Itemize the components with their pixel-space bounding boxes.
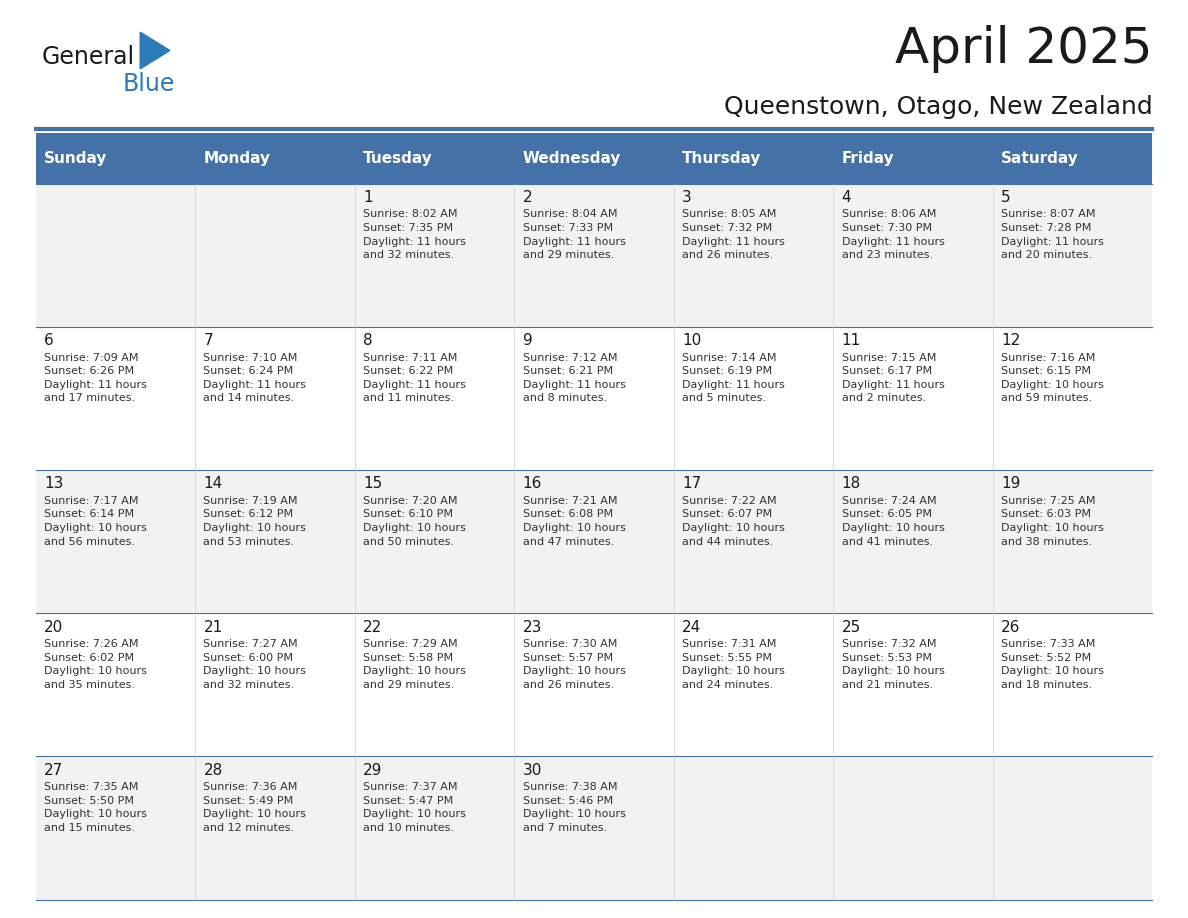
Text: Sunrise: 7:37 AM
Sunset: 5:47 PM
Daylight: 10 hours
and 10 minutes.: Sunrise: 7:37 AM Sunset: 5:47 PM Dayligh… bbox=[364, 782, 466, 833]
Text: 16: 16 bbox=[523, 476, 542, 491]
Text: Sunrise: 7:26 AM
Sunset: 6:02 PM
Daylight: 10 hours
and 35 minutes.: Sunrise: 7:26 AM Sunset: 6:02 PM Dayligh… bbox=[44, 639, 147, 689]
Text: Sunrise: 7:15 AM
Sunset: 6:17 PM
Daylight: 11 hours
and 2 minutes.: Sunrise: 7:15 AM Sunset: 6:17 PM Dayligh… bbox=[841, 353, 944, 403]
Text: April 2025: April 2025 bbox=[895, 26, 1152, 73]
Text: Thursday: Thursday bbox=[682, 151, 762, 166]
Text: Sunrise: 7:38 AM
Sunset: 5:46 PM
Daylight: 10 hours
and 7 minutes.: Sunrise: 7:38 AM Sunset: 5:46 PM Dayligh… bbox=[523, 782, 625, 833]
Text: Sunrise: 7:21 AM
Sunset: 6:08 PM
Daylight: 10 hours
and 47 minutes.: Sunrise: 7:21 AM Sunset: 6:08 PM Dayligh… bbox=[523, 496, 625, 546]
Text: 13: 13 bbox=[44, 476, 63, 491]
Text: Sunrise: 7:10 AM
Sunset: 6:24 PM
Daylight: 11 hours
and 14 minutes.: Sunrise: 7:10 AM Sunset: 6:24 PM Dayligh… bbox=[203, 353, 307, 403]
Text: 10: 10 bbox=[682, 333, 701, 348]
Text: 11: 11 bbox=[841, 333, 861, 348]
Text: 3: 3 bbox=[682, 190, 691, 205]
Text: Sunrise: 7:14 AM
Sunset: 6:19 PM
Daylight: 11 hours
and 5 minutes.: Sunrise: 7:14 AM Sunset: 6:19 PM Dayligh… bbox=[682, 353, 785, 403]
Text: 19: 19 bbox=[1001, 476, 1020, 491]
Text: 7: 7 bbox=[203, 333, 213, 348]
Text: General: General bbox=[42, 45, 134, 69]
Text: Tuesday: Tuesday bbox=[364, 151, 432, 166]
Text: Sunrise: 8:02 AM
Sunset: 7:35 PM
Daylight: 11 hours
and 32 minutes.: Sunrise: 8:02 AM Sunset: 7:35 PM Dayligh… bbox=[364, 209, 466, 260]
Text: Sunrise: 7:17 AM
Sunset: 6:14 PM
Daylight: 10 hours
and 56 minutes.: Sunrise: 7:17 AM Sunset: 6:14 PM Dayligh… bbox=[44, 496, 147, 546]
Text: Sunrise: 7:31 AM
Sunset: 5:55 PM
Daylight: 10 hours
and 24 minutes.: Sunrise: 7:31 AM Sunset: 5:55 PM Dayligh… bbox=[682, 639, 785, 689]
Text: Sunrise: 7:36 AM
Sunset: 5:49 PM
Daylight: 10 hours
and 12 minutes.: Sunrise: 7:36 AM Sunset: 5:49 PM Dayligh… bbox=[203, 782, 307, 833]
Bar bbox=[36, 133, 1152, 184]
Text: 4: 4 bbox=[841, 190, 852, 205]
Text: Sunrise: 7:16 AM
Sunset: 6:15 PM
Daylight: 10 hours
and 59 minutes.: Sunrise: 7:16 AM Sunset: 6:15 PM Dayligh… bbox=[1001, 353, 1104, 403]
Text: Sunday: Sunday bbox=[44, 151, 107, 166]
Text: Sunrise: 7:35 AM
Sunset: 5:50 PM
Daylight: 10 hours
and 15 minutes.: Sunrise: 7:35 AM Sunset: 5:50 PM Dayligh… bbox=[44, 782, 147, 833]
Bar bbox=[36, 756, 1152, 900]
Text: Sunrise: 7:11 AM
Sunset: 6:22 PM
Daylight: 11 hours
and 11 minutes.: Sunrise: 7:11 AM Sunset: 6:22 PM Dayligh… bbox=[364, 353, 466, 403]
Bar bbox=[36, 327, 1152, 470]
Text: Sunrise: 7:09 AM
Sunset: 6:26 PM
Daylight: 11 hours
and 17 minutes.: Sunrise: 7:09 AM Sunset: 6:26 PM Dayligh… bbox=[44, 353, 147, 403]
Text: 24: 24 bbox=[682, 620, 701, 634]
Text: 25: 25 bbox=[841, 620, 861, 634]
Text: 20: 20 bbox=[44, 620, 63, 634]
Text: 8: 8 bbox=[364, 333, 373, 348]
Bar bbox=[36, 470, 1152, 613]
Bar bbox=[36, 184, 1152, 327]
Text: 29: 29 bbox=[364, 763, 383, 778]
Text: 14: 14 bbox=[203, 476, 222, 491]
Text: Sunrise: 7:20 AM
Sunset: 6:10 PM
Daylight: 10 hours
and 50 minutes.: Sunrise: 7:20 AM Sunset: 6:10 PM Dayligh… bbox=[364, 496, 466, 546]
Text: Monday: Monday bbox=[203, 151, 271, 166]
Bar bbox=[36, 613, 1152, 756]
Text: 5: 5 bbox=[1001, 190, 1011, 205]
Text: 18: 18 bbox=[841, 476, 861, 491]
Text: 15: 15 bbox=[364, 476, 383, 491]
Text: Wednesday: Wednesday bbox=[523, 151, 621, 166]
Text: 12: 12 bbox=[1001, 333, 1020, 348]
Text: Saturday: Saturday bbox=[1001, 151, 1079, 166]
Text: Blue: Blue bbox=[122, 73, 175, 96]
Text: Queenstown, Otago, New Zealand: Queenstown, Otago, New Zealand bbox=[723, 95, 1152, 119]
Text: 30: 30 bbox=[523, 763, 542, 778]
Text: Sunrise: 7:12 AM
Sunset: 6:21 PM
Daylight: 11 hours
and 8 minutes.: Sunrise: 7:12 AM Sunset: 6:21 PM Dayligh… bbox=[523, 353, 625, 403]
Text: Sunrise: 8:07 AM
Sunset: 7:28 PM
Daylight: 11 hours
and 20 minutes.: Sunrise: 8:07 AM Sunset: 7:28 PM Dayligh… bbox=[1001, 209, 1104, 260]
Text: Sunrise: 7:33 AM
Sunset: 5:52 PM
Daylight: 10 hours
and 18 minutes.: Sunrise: 7:33 AM Sunset: 5:52 PM Dayligh… bbox=[1001, 639, 1104, 689]
Text: Sunrise: 7:19 AM
Sunset: 6:12 PM
Daylight: 10 hours
and 53 minutes.: Sunrise: 7:19 AM Sunset: 6:12 PM Dayligh… bbox=[203, 496, 307, 546]
Text: 21: 21 bbox=[203, 620, 222, 634]
Text: 27: 27 bbox=[44, 763, 63, 778]
Text: Sunrise: 8:05 AM
Sunset: 7:32 PM
Daylight: 11 hours
and 26 minutes.: Sunrise: 8:05 AM Sunset: 7:32 PM Dayligh… bbox=[682, 209, 785, 260]
Polygon shape bbox=[140, 32, 170, 69]
Text: 6: 6 bbox=[44, 333, 53, 348]
Text: 9: 9 bbox=[523, 333, 532, 348]
Text: Sunrise: 7:22 AM
Sunset: 6:07 PM
Daylight: 10 hours
and 44 minutes.: Sunrise: 7:22 AM Sunset: 6:07 PM Dayligh… bbox=[682, 496, 785, 546]
Text: 2: 2 bbox=[523, 190, 532, 205]
Text: Sunrise: 8:06 AM
Sunset: 7:30 PM
Daylight: 11 hours
and 23 minutes.: Sunrise: 8:06 AM Sunset: 7:30 PM Dayligh… bbox=[841, 209, 944, 260]
Text: Sunrise: 7:29 AM
Sunset: 5:58 PM
Daylight: 10 hours
and 29 minutes.: Sunrise: 7:29 AM Sunset: 5:58 PM Dayligh… bbox=[364, 639, 466, 689]
Text: Sunrise: 7:32 AM
Sunset: 5:53 PM
Daylight: 10 hours
and 21 minutes.: Sunrise: 7:32 AM Sunset: 5:53 PM Dayligh… bbox=[841, 639, 944, 689]
Text: 23: 23 bbox=[523, 620, 542, 634]
Text: Sunrise: 7:25 AM
Sunset: 6:03 PM
Daylight: 10 hours
and 38 minutes.: Sunrise: 7:25 AM Sunset: 6:03 PM Dayligh… bbox=[1001, 496, 1104, 546]
Text: Friday: Friday bbox=[841, 151, 895, 166]
Text: 26: 26 bbox=[1001, 620, 1020, 634]
Text: 1: 1 bbox=[364, 190, 373, 205]
Text: 17: 17 bbox=[682, 476, 701, 491]
Text: 28: 28 bbox=[203, 763, 222, 778]
Text: Sunrise: 8:04 AM
Sunset: 7:33 PM
Daylight: 11 hours
and 29 minutes.: Sunrise: 8:04 AM Sunset: 7:33 PM Dayligh… bbox=[523, 209, 625, 260]
Text: Sunrise: 7:27 AM
Sunset: 6:00 PM
Daylight: 10 hours
and 32 minutes.: Sunrise: 7:27 AM Sunset: 6:00 PM Dayligh… bbox=[203, 639, 307, 689]
Text: Sunrise: 7:30 AM
Sunset: 5:57 PM
Daylight: 10 hours
and 26 minutes.: Sunrise: 7:30 AM Sunset: 5:57 PM Dayligh… bbox=[523, 639, 625, 689]
Text: 22: 22 bbox=[364, 620, 383, 634]
Text: Sunrise: 7:24 AM
Sunset: 6:05 PM
Daylight: 10 hours
and 41 minutes.: Sunrise: 7:24 AM Sunset: 6:05 PM Dayligh… bbox=[841, 496, 944, 546]
